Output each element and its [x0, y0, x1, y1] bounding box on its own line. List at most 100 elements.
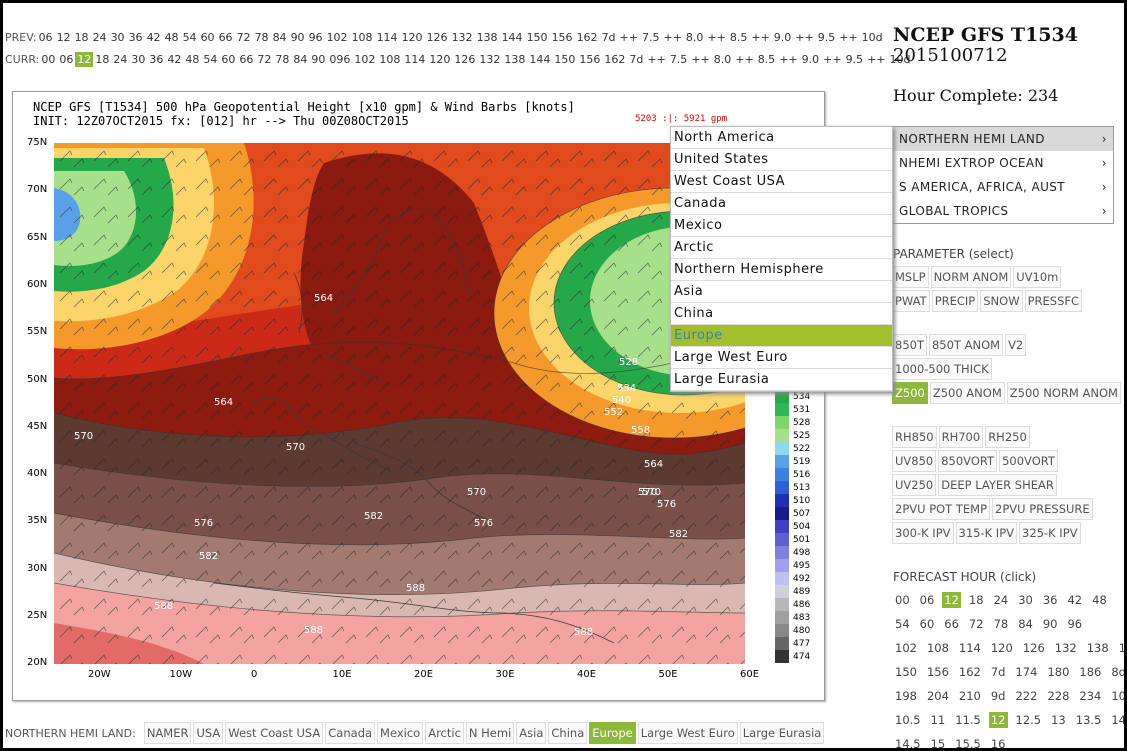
curr-hour-link[interactable]: 7d [629, 53, 644, 66]
curr-hour-link[interactable]: 54 [203, 53, 218, 66]
forecast-hour-link[interactable]: 9d [990, 689, 1006, 703]
prev-hour-link[interactable]: 54 [182, 31, 197, 44]
curr-hour-link[interactable]: ++ [867, 53, 886, 66]
forecast-hour-link[interactable]: 24 [993, 593, 1009, 607]
bottom-region-button[interactable]: Canada [325, 722, 376, 744]
curr-hour-link[interactable]: 144 [529, 53, 551, 66]
curr-hour-link[interactable]: 8.0 [713, 53, 732, 66]
prev-hour-link[interactable]: 36 [128, 31, 143, 44]
curr-hour-link[interactable]: 9.5 [845, 53, 864, 66]
parameter-button[interactable]: 315-K IPV [955, 522, 1017, 544]
forecast-hour-link[interactable]: 180 [1047, 665, 1070, 679]
bottom-region-button[interactable]: Asia [516, 722, 547, 744]
parameter-button[interactable]: 1000-500 THICK [892, 358, 992, 380]
dropdown-item-asia[interactable]: Asia [671, 281, 892, 303]
forecast-hour-link[interactable]: 18 [968, 593, 984, 607]
prev-hour-link[interactable]: 7d [601, 31, 616, 44]
curr-hour-link[interactable]: ++ [823, 53, 842, 66]
forecast-hour-link[interactable]: 198 [895, 689, 917, 703]
prev-hour-link[interactable]: 10d [861, 31, 883, 44]
region-menu-item[interactable]: GLOBAL TROPICS › [893, 199, 1113, 223]
curr-hour-link[interactable]: 60 [221, 53, 236, 66]
prev-hour-link[interactable]: 120 [401, 31, 423, 44]
curr-hour-link[interactable]: 84 [293, 53, 308, 66]
forecast-hour-link[interactable]: 210 [958, 689, 981, 703]
parameter-button[interactable]: UV850 [892, 450, 937, 472]
prev-hour-link[interactable]: ++ [751, 31, 770, 44]
region-menu-item[interactable]: NHEMI EXTROP OCEAN › [893, 151, 1113, 175]
curr-hour-link[interactable]: 90 [311, 53, 326, 66]
parameter-button[interactable]: RH250 [985, 426, 1030, 448]
parameter-button[interactable]: 2PVU PRESSURE [992, 498, 1093, 520]
parameter-button[interactable]: NORM ANOM [930, 266, 1012, 288]
dropdown-item-canada[interactable]: Canada [671, 193, 892, 215]
prev-hour-link[interactable]: 126 [426, 31, 448, 44]
parameter-button[interactable]: 500VORT [999, 450, 1058, 472]
forecast-hour-link[interactable]: 84 [1018, 617, 1033, 631]
prev-hour-link[interactable]: 132 [451, 31, 473, 44]
prev-hour-link[interactable]: 108 [351, 31, 373, 44]
forecast-hour-link[interactable]: 72 [968, 617, 984, 631]
curr-hour-link[interactable]: 162 [604, 53, 626, 66]
forecast-hour-link[interactable]: 48 [1092, 593, 1107, 607]
dropdown-item-europe[interactable]: Europe [671, 325, 892, 347]
prev-hour-link[interactable]: 42 [146, 31, 161, 44]
forecast-hour-link[interactable]: 96 [1067, 617, 1083, 631]
prev-hour-link[interactable]: 114 [376, 31, 398, 44]
dropdown-item-large-eurasia[interactable]: Large Eurasia [671, 369, 892, 391]
parameter-button[interactable]: RH850 [892, 426, 937, 448]
prev-hour-link[interactable]: 102 [326, 31, 348, 44]
prev-hour-link[interactable]: ++ [663, 31, 682, 44]
curr-hour-link[interactable]: 138 [504, 53, 526, 66]
curr-hour-link[interactable]: ++ [779, 53, 798, 66]
prev-hour-link[interactable]: 90 [290, 31, 305, 44]
curr-hour-link[interactable]: 132 [479, 53, 501, 66]
prev-hour-link[interactable]: 30 [110, 31, 125, 44]
curr-hour-link[interactable]: 126 [454, 53, 476, 66]
forecast-hour-link[interactable]: 14 [1111, 713, 1126, 727]
parameter-button[interactable]: 850T [892, 334, 927, 356]
curr-hour-link[interactable]: 150 [554, 53, 576, 66]
parameter-button[interactable]: PRECIP [931, 290, 979, 312]
forecast-hour-link[interactable]: 234 [1079, 689, 1102, 703]
forecast-hour-link[interactable]: 14.5 [895, 737, 921, 751]
curr-hour-link[interactable]: 30 [131, 53, 146, 66]
curr-hour-link[interactable]: ++ [691, 53, 710, 66]
dropdown-item-china[interactable]: China [671, 303, 892, 325]
forecast-hour-link[interactable]: 162 [958, 665, 981, 679]
forecast-hour-link[interactable]: 15 [930, 737, 946, 751]
prev-hour-link[interactable]: 06 [38, 31, 53, 44]
forecast-hour-link[interactable]: 36 [1042, 593, 1058, 607]
prev-hour-link[interactable]: 9.5 [817, 31, 836, 44]
curr-hour-link[interactable]: 00 [41, 53, 56, 66]
forecast-hour-link[interactable]: 132 [1054, 641, 1077, 655]
dropdown-item-west-coast-usa[interactable]: West Coast USA [671, 171, 892, 193]
forecast-hour-link[interactable]: 00 [895, 593, 910, 607]
prev-hour-link[interactable]: 18 [74, 31, 89, 44]
forecast-hour-link[interactable]: 12.5 [1015, 713, 1042, 727]
parameter-button[interactable]: Z500 ANOM [929, 382, 1005, 404]
parameter-button[interactable]: Z500 [892, 382, 928, 404]
prev-hour-link[interactable]: 96 [308, 31, 323, 44]
prev-hour-link[interactable]: 8.5 [729, 31, 748, 44]
parameter-button[interactable]: 850VORT [938, 450, 998, 472]
bottom-region-button[interactable]: USA [193, 722, 224, 744]
curr-hour-link[interactable]: 9.0 [801, 53, 820, 66]
prev-hour-link[interactable]: 48 [164, 31, 179, 44]
forecast-hour-link[interactable]: 16 [990, 737, 1006, 751]
prev-hour-link[interactable]: ++ [839, 31, 858, 44]
forecast-hour-link[interactable]: 222 [1015, 689, 1038, 703]
prev-hour-link[interactable]: ++ [795, 31, 814, 44]
forecast-hour-link[interactable]: 114 [958, 641, 981, 655]
parameter-button[interactable]: DEEP LAYER SHEAR [938, 474, 1057, 496]
forecast-hour-link[interactable]: 12 [988, 712, 1008, 728]
parameter-button[interactable]: Z500 NORM ANOM [1006, 382, 1121, 404]
curr-hour-link[interactable]: 10d [889, 53, 911, 66]
parameter-button[interactable]: 300-K IPV [892, 522, 954, 544]
forecast-hour-link[interactable]: 66 [944, 617, 959, 631]
dropdown-item-arctic[interactable]: Arctic [671, 237, 892, 259]
prev-hour-link[interactable]: 162 [576, 31, 598, 44]
curr-hour-link[interactable]: 66 [239, 53, 254, 66]
parameter-button[interactable]: SNOW [980, 290, 1023, 312]
parameter-button[interactable]: MSLP [892, 266, 929, 288]
